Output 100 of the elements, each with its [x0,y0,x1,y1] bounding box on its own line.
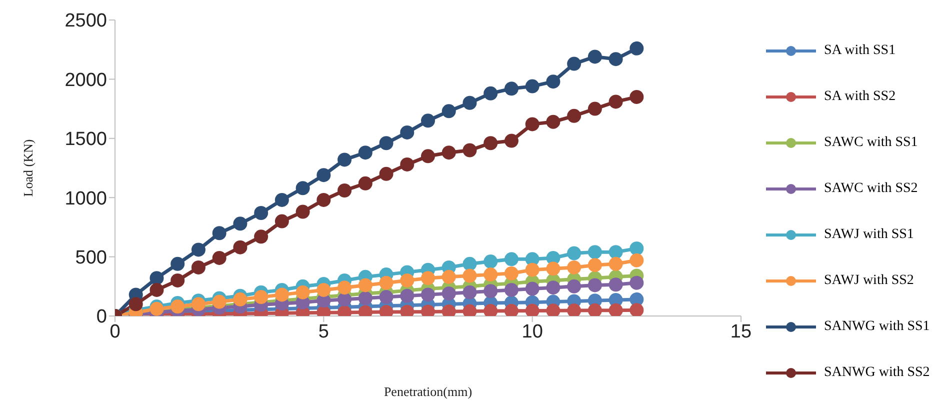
point [608,303,623,316]
point [150,282,164,297]
point [484,268,498,282]
y-axis-title: Load (KN) [20,139,36,197]
point [254,206,268,220]
point [170,273,185,288]
y-tick-label: 1000 [64,188,107,210]
point [588,278,602,292]
point [462,96,477,110]
point [379,276,394,290]
point [608,278,623,292]
point [379,290,394,304]
point [358,176,372,190]
point [150,271,164,286]
point [525,262,540,277]
point [630,242,644,256]
y-tick-label: 0 [96,306,107,328]
y-tick-label: 500 [75,248,107,269]
point [128,297,143,312]
legend-label: SA with SS1 [824,43,896,59]
legend-label: SAWC with SS1 [824,135,918,151]
point [442,146,456,160]
y-tick-label: 1500 [64,129,107,150]
point [462,268,477,283]
point [442,286,456,301]
point [525,304,540,316]
x-tick-label: 15 [730,321,752,342]
point [421,288,435,302]
point [212,294,226,309]
point [484,86,498,100]
point [546,114,560,129]
point [379,166,394,181]
point [567,260,582,274]
point [546,262,560,276]
point [462,285,477,300]
point [484,136,498,150]
point [296,285,310,300]
point [588,303,602,316]
x-tick-label: 5 [318,321,329,342]
point [274,288,289,302]
point [504,82,518,96]
point [462,143,477,158]
point [504,282,518,297]
point [608,256,623,271]
point [400,157,414,172]
point [504,304,518,316]
point [588,245,602,260]
y-tick-label: 2500 [64,10,107,32]
point [170,300,185,314]
point [358,291,372,306]
y-tick-label: 2000 [64,70,107,91]
point [525,117,540,132]
point [170,256,185,271]
point [233,240,248,254]
point [233,292,248,306]
point [504,266,518,280]
point [400,273,414,288]
legend-label: SANWG with SS2 [824,365,930,381]
point [212,226,226,240]
point [212,250,226,265]
point [630,303,644,316]
point [525,79,540,94]
point [567,304,582,316]
point [191,297,206,312]
point [504,252,518,266]
legend-label: SAWJ with SS2 [824,273,914,289]
point [338,183,352,198]
point [191,260,206,274]
point [630,253,644,268]
point [296,181,310,196]
point [546,304,560,316]
point [546,74,560,89]
point [630,41,644,56]
point [338,280,352,295]
point [316,282,331,297]
point [588,102,602,116]
point [254,230,268,244]
point [421,149,435,164]
point [608,94,623,109]
point [338,152,352,167]
point [630,90,644,104]
x-tick-label: 10 [522,321,543,342]
point [316,192,331,207]
point [462,256,477,271]
point [379,136,394,150]
point [296,204,310,219]
point [338,292,352,306]
point [421,114,435,128]
point [400,288,414,303]
point [233,216,248,231]
point [525,282,540,296]
point [274,192,289,207]
point [567,279,582,294]
legend-label: SA with SS2 [824,89,896,105]
point [608,52,623,66]
point [442,104,456,118]
point [254,290,268,304]
point [567,246,582,260]
point [484,284,498,298]
point [608,245,623,260]
